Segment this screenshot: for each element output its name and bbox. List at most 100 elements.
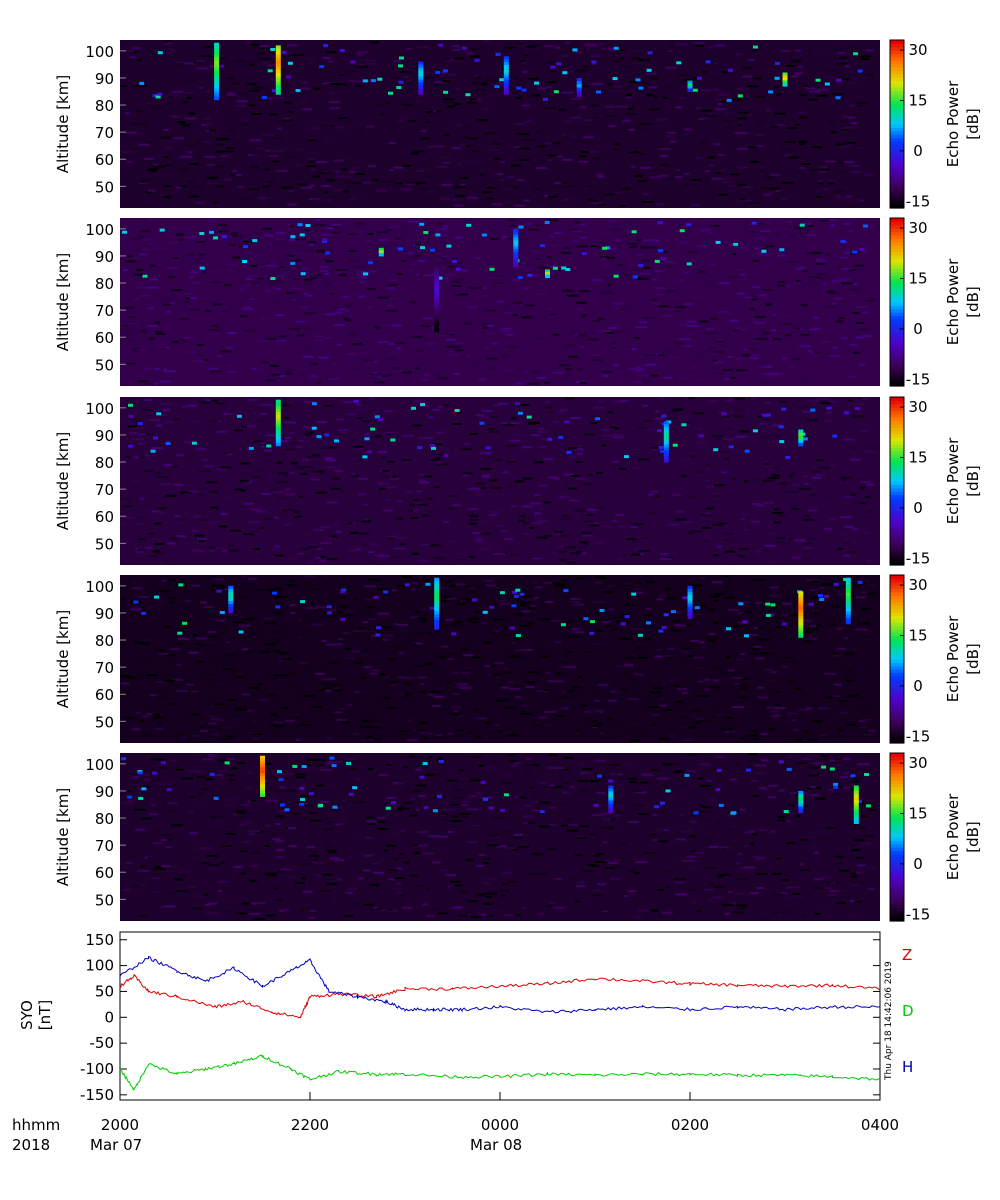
y-tick-label: 60 [95,686,114,704]
heatmap-cell [162,579,167,582]
heatmap-cell [607,411,613,414]
heatmap-cell [580,236,587,239]
heatmap-cell [149,278,159,281]
heatmap-cell [835,195,843,197]
heatmap-cell [327,397,334,400]
heatmap-cell [769,728,776,731]
heatmap-cell [593,709,605,712]
heatmap-cell [669,796,675,799]
heatmap-cell [231,82,240,85]
heatmap-cell [217,770,229,772]
heatmap-cell [578,368,583,371]
heatmap-cell [137,596,150,598]
heatmap-cell [263,168,271,171]
echo-event [503,67,509,72]
colorbar-band [890,722,904,727]
heatmap-cell [133,885,140,888]
heatmap-cell [302,81,308,84]
heatmap-cell [700,309,705,312]
heatmap-cell [234,642,247,645]
heatmap-cell [435,545,443,547]
heatmap-cell [452,686,462,689]
heatmap-cell [533,370,540,373]
heatmap-cell [325,51,337,54]
heatmap-cell [625,538,636,541]
heatmap-cell [169,378,182,381]
heatmap-cell [143,125,148,128]
heatmap-cell [471,150,478,153]
heatmap-cell [813,470,820,473]
heatmap-cell [428,497,433,500]
heatmap-cell [499,889,510,892]
heatmap-cell [216,420,223,423]
heatmap-cell [727,189,736,192]
heatmap-cell [311,469,319,472]
heatmap-cell [448,712,453,715]
heatmap-cell [554,767,564,770]
colorbar-band [890,187,904,192]
heatmap-cell [732,539,743,542]
heatmap-cell [208,367,218,370]
heatmap-cell [757,686,764,689]
heatmap-cell [440,588,448,591]
echo-dot [686,262,692,266]
heatmap-cell [543,131,550,134]
heatmap-cell [360,676,366,679]
heatmap-cell [144,546,153,549]
echo-dot [429,444,435,448]
heatmap-cell [166,311,178,314]
heatmap-cell [613,436,624,439]
heatmap-cell [792,161,798,164]
heatmap-cell [544,159,554,162]
heatmap-cell [374,552,380,555]
echo-event [275,402,281,407]
heatmap-cell [608,283,613,286]
colorbar-band [890,447,904,452]
heatmap-cell [310,127,320,130]
heatmap-cell [554,232,564,235]
heatmap-cell [235,174,242,177]
echo-event [513,263,519,268]
heatmap-cell [454,349,464,352]
heatmap-cell [335,175,348,178]
heatmap-cell [217,355,222,358]
colorbar-frame [889,39,905,209]
heatmap-cell [837,736,847,739]
heatmap-cell [610,465,618,467]
heatmap-cell [544,142,556,145]
echo-dot [417,446,423,450]
heatmap-cell [612,628,617,631]
heatmap-cell [138,456,145,459]
heatmap-cell [397,117,408,120]
heatmap-cell [134,641,140,644]
heatmap-cell [593,406,605,409]
heatmap-cell [205,649,214,652]
heatmap-cell [554,46,560,49]
heatmap-cell [690,530,703,533]
heatmap-cell [833,652,839,655]
colorbar-band [890,144,904,149]
heatmap-cell [123,332,131,335]
heatmap-cell [422,514,429,517]
heatmap-cell [767,374,779,377]
heatmap-cell [551,551,559,554]
heatmap-cell [455,124,462,127]
heatmap-cell [659,721,666,724]
echo-dot [658,446,664,449]
heatmap-cell [695,45,704,47]
heatmap-cell [554,420,560,423]
heatmap-cell [236,100,248,103]
heatmap-cell [259,46,270,49]
heatmap-cell [647,93,653,96]
heatmap-cell [205,399,212,402]
heatmap-cell [440,461,448,464]
heatmap-cell [232,638,244,641]
heatmap-cell [811,136,821,139]
colorbar-band [890,46,904,51]
heatmap-cell [713,143,721,146]
heatmap-cell [833,257,841,260]
heatmap-cell [749,160,759,163]
echo-dot [539,244,545,248]
heatmap-cell [373,543,381,546]
heatmap-cell [433,373,441,376]
